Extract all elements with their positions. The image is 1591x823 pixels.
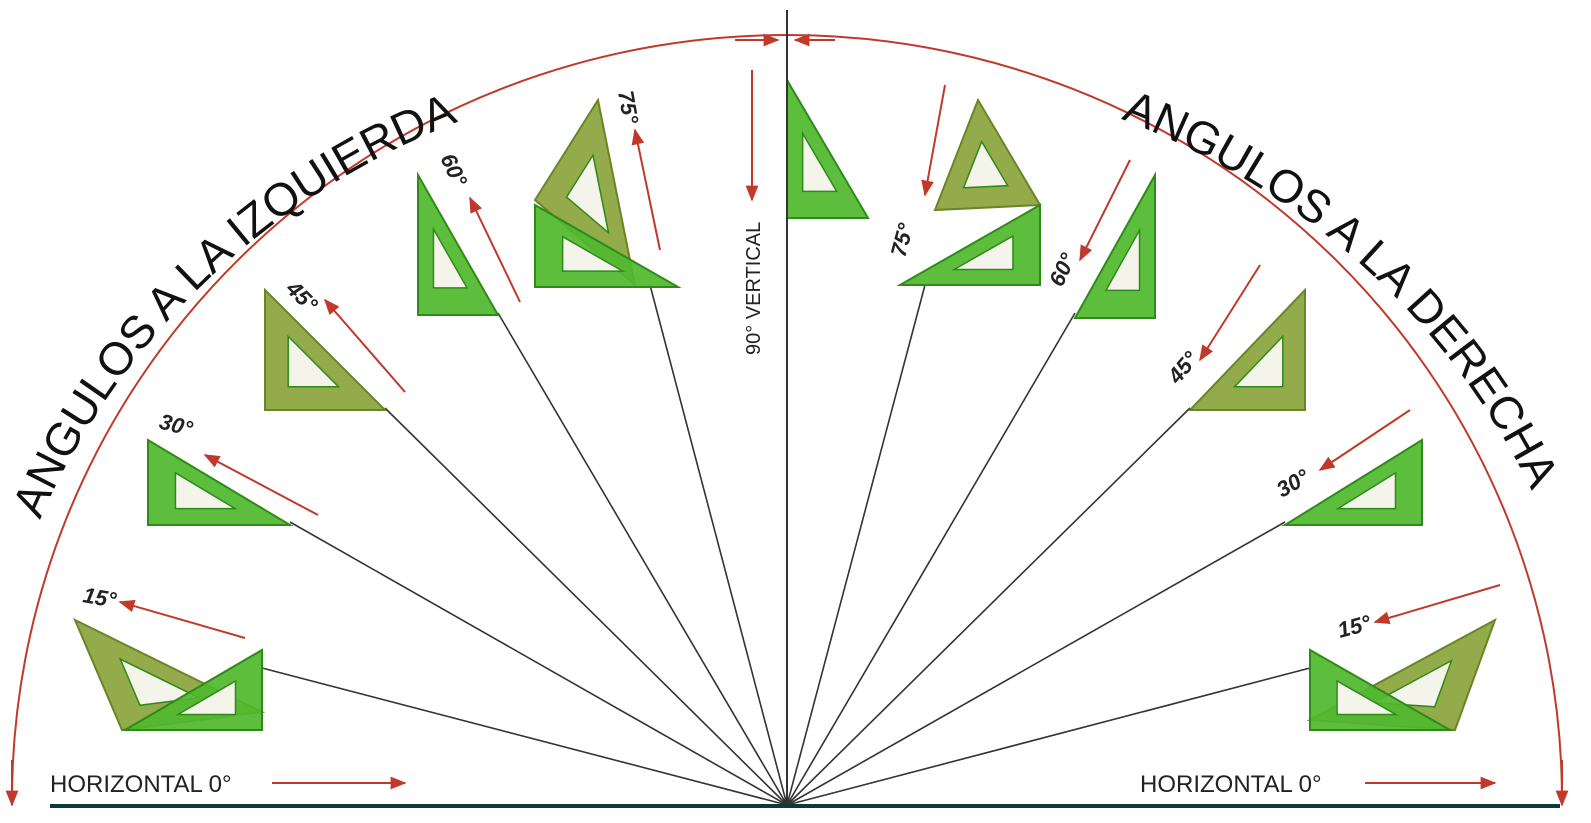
angle-label: 15° [81,582,118,612]
arrow [323,298,406,393]
horizontal-left: HORIZONTAL 0° [50,771,232,798]
set-squares [73,76,1497,732]
set-square-hole [1104,227,1141,292]
arrow [631,128,661,251]
ray [786,312,1076,806]
arrow [1318,409,1411,471]
set-square-hole [1335,471,1397,510]
arrow [1373,584,1501,625]
arrow [118,599,246,639]
ray [261,667,788,806]
vertical-label: 90° VERTICAL [743,222,765,355]
ray [384,407,788,806]
ray [497,312,788,806]
arrow [1199,264,1261,362]
set-square-hole [118,657,202,707]
set-square-hole [174,471,238,510]
arrow [1079,159,1131,262]
set-square-hole [962,139,1009,189]
arrow [921,84,946,197]
set-square-hole [801,130,838,193]
set-square-hole [1336,679,1399,716]
ray [786,407,1191,806]
ray [649,284,788,806]
set-square-hole [175,679,237,716]
set-square-hole [1232,334,1284,388]
ray [786,521,1286,806]
set-square-hole [951,234,1014,271]
set-square-hole [432,226,469,289]
set-square-hole [287,334,341,388]
arrows [5,33,1569,807]
rays [261,284,1311,806]
ray [289,521,788,806]
set-square-hole [561,235,626,272]
angle-label: 75° [613,89,643,126]
ray [786,284,926,806]
arrow [469,196,521,303]
ray [786,667,1311,806]
set-square-hole [565,153,610,235]
horizontal-right: HORIZONTAL 0° [1140,771,1322,798]
arrow [203,454,319,516]
